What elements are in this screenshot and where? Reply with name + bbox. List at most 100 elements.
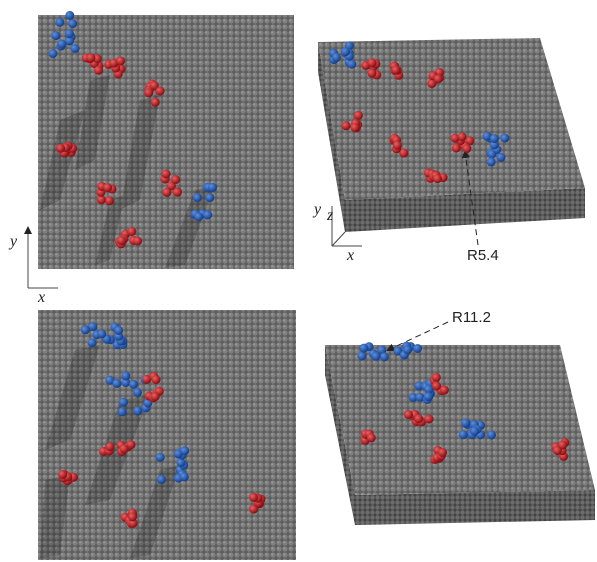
- red-atom: [58, 470, 67, 479]
- red-atom: [151, 98, 160, 107]
- red-atom: [462, 144, 471, 153]
- blue-atom: [118, 407, 127, 416]
- red-atom: [342, 121, 351, 130]
- red-atom: [133, 237, 142, 246]
- red-atom: [86, 53, 95, 62]
- red-atom: [391, 66, 400, 75]
- blue-atom: [68, 19, 77, 28]
- blue-atom: [65, 29, 74, 38]
- blue-atom: [487, 430, 496, 439]
- red-atom: [144, 88, 153, 97]
- surface: [38, 15, 294, 269]
- blue-atom: [203, 210, 212, 219]
- red-atom: [433, 174, 442, 183]
- red-atom: [56, 144, 65, 153]
- blue-atom: [461, 419, 470, 428]
- blue-atom: [372, 352, 381, 361]
- blue-atom: [347, 60, 356, 69]
- red-atom: [438, 448, 447, 457]
- blue-atom: [97, 329, 106, 338]
- blue-atom: [133, 406, 142, 415]
- blue-atom: [193, 193, 202, 202]
- axis-label: x: [37, 289, 45, 306]
- red-atom: [393, 141, 402, 150]
- axis-label: y: [312, 201, 322, 218]
- red-atom: [171, 175, 180, 184]
- blue-atom: [88, 338, 97, 347]
- red-atom: [103, 183, 112, 192]
- red-atom: [558, 441, 567, 450]
- red-atom: [116, 56, 125, 65]
- red-atom: [354, 111, 363, 120]
- blue-atom: [133, 388, 142, 397]
- red-atom: [105, 196, 114, 205]
- red-atom: [249, 493, 258, 502]
- blue-atom: [459, 430, 468, 439]
- blue-atom: [114, 326, 123, 335]
- blue-atom: [55, 18, 64, 27]
- blue-atom: [194, 212, 203, 221]
- red-atom: [162, 188, 171, 197]
- blue-atom: [500, 134, 509, 143]
- blue-atom: [180, 472, 189, 481]
- red-atom: [368, 58, 377, 67]
- blue-atom: [71, 44, 80, 53]
- blue-atom: [497, 153, 506, 162]
- red-atom: [162, 170, 171, 179]
- red-atom: [425, 415, 434, 424]
- red-atom: [106, 442, 115, 451]
- red-atom: [367, 433, 376, 442]
- red-atom: [94, 66, 103, 75]
- red-atom: [440, 386, 449, 395]
- blue-atom: [205, 193, 214, 202]
- blue-atom: [380, 352, 389, 361]
- blue-atom: [121, 371, 130, 380]
- blue-atom: [332, 53, 341, 62]
- blue-atom: [470, 427, 479, 436]
- blue-atom: [65, 11, 74, 20]
- annotation: R11.2: [452, 309, 491, 326]
- blue-atom: [58, 40, 67, 49]
- blue-atom: [119, 398, 128, 407]
- red-atom: [128, 512, 137, 521]
- red-atom: [127, 227, 136, 236]
- blue-atom: [49, 49, 58, 58]
- red-atom: [434, 74, 443, 83]
- blue-atom: [156, 453, 165, 462]
- red-atom: [156, 87, 165, 96]
- blue-atom: [359, 344, 368, 353]
- red-atom: [414, 414, 423, 423]
- axis-label: z: [326, 207, 334, 224]
- blue-atom: [81, 325, 90, 334]
- red-atom: [404, 410, 413, 419]
- surface: [325, 345, 595, 495]
- red-atom: [173, 188, 182, 197]
- red-atom: [152, 375, 161, 384]
- slab-side: [355, 490, 595, 525]
- surface: [38, 310, 296, 560]
- axis-label: y: [8, 233, 18, 250]
- axis-label: x: [346, 247, 354, 264]
- red-atom: [367, 69, 376, 78]
- figure: y x y z x R5.4 R11.2: [0, 0, 597, 562]
- red-atom: [351, 123, 360, 132]
- red-atom: [458, 132, 467, 141]
- red-atom: [432, 382, 441, 391]
- blue-atom: [403, 345, 412, 354]
- blue-atom: [208, 183, 217, 192]
- annotation: R5.4: [467, 247, 499, 264]
- red-atom: [432, 373, 441, 382]
- blue-atom: [112, 379, 121, 388]
- blue-atom: [51, 31, 60, 40]
- red-atom: [117, 236, 126, 245]
- blue-atom: [180, 446, 189, 455]
- blue-atom: [129, 380, 138, 389]
- blue-atom: [487, 157, 496, 166]
- red-atom: [452, 144, 461, 153]
- blue-atom: [358, 352, 367, 361]
- blue-atom: [424, 392, 433, 401]
- red-atom: [120, 444, 129, 453]
- blue-atom: [341, 47, 350, 56]
- blue-atom: [157, 475, 166, 484]
- blue-atom: [490, 134, 499, 143]
